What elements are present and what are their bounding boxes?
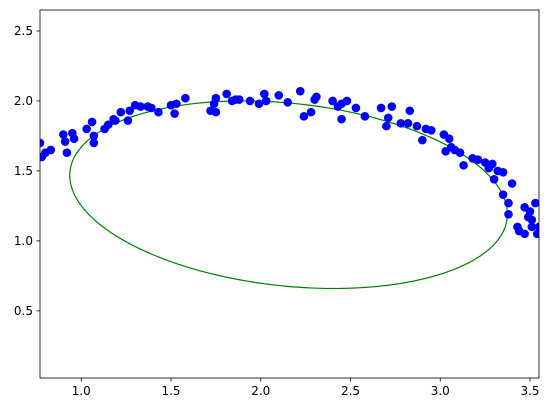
data-point [525,207,535,216]
data-point [172,99,181,109]
data-point [136,102,145,111]
data-point [283,98,293,107]
data-point [254,99,264,109]
data-point [473,155,483,165]
x-tick-label: 2.0 [251,384,270,398]
data-point [123,116,133,125]
data-point [312,92,321,102]
x-tick-label: 3.5 [520,384,539,398]
data-point [376,103,386,113]
data-point [116,107,126,117]
data-point [403,119,413,128]
data-point [260,89,269,99]
x-tick-label: 3.0 [431,384,450,398]
data-point [46,145,56,155]
data-point [427,126,436,135]
data-point [103,120,113,130]
data-point [489,175,499,184]
data-point [527,215,537,225]
data-point [459,161,468,170]
data-point [62,148,72,158]
data-point [504,198,513,208]
data-point [534,222,539,232]
data-point [87,117,97,127]
data-point [60,137,70,146]
data-point [170,109,179,118]
data-point [181,93,190,103]
data-point [89,138,99,148]
data-point [328,96,337,106]
data-point [360,112,370,121]
data-point [455,148,465,158]
plot-frame [39,9,540,379]
data-point [488,159,497,169]
data-point [498,168,508,177]
fitted-ellipse [69,100,509,290]
data-point [245,96,255,106]
x-tick-label: 1.0 [72,384,91,398]
data-point [527,222,537,232]
data-point [412,121,422,131]
data-point [59,130,68,139]
y-tick-label: 2.5 [14,24,33,38]
data-point [82,124,91,134]
data-point [504,209,513,219]
data-point [405,106,415,116]
data-point [387,102,397,111]
data-point [40,138,45,148]
data-point [520,229,529,239]
data-point [532,229,539,239]
data-point [111,116,120,125]
y-tick-label: 1.0 [14,234,33,248]
data-point [444,134,454,144]
data-point [337,114,346,124]
data-point [234,95,244,104]
data-point [418,135,427,145]
data-point [295,86,305,96]
data-point [211,107,221,117]
data-point [261,96,271,106]
data-point [89,131,99,141]
data-point [125,106,135,116]
data-point [531,198,539,208]
data-point [383,113,393,123]
y-tick-label: 0.5 [14,304,33,318]
data-point [146,103,156,113]
data-point [498,190,508,199]
y-tick-label: 2.0 [14,94,33,108]
data-point [222,89,231,99]
x-tick-label: 1.5 [161,384,180,398]
data-point [342,96,352,106]
data-point [299,112,309,121]
data-point [154,107,163,117]
x-tick-label: 2.5 [341,384,360,398]
data-point [396,119,406,128]
data-point [351,103,361,113]
data-point [211,93,221,103]
data-point [274,91,284,100]
data-point [306,107,316,117]
data-point [507,179,517,188]
y-tick-label: 1.5 [14,164,33,178]
data-point [69,134,79,144]
data-point [382,121,391,131]
